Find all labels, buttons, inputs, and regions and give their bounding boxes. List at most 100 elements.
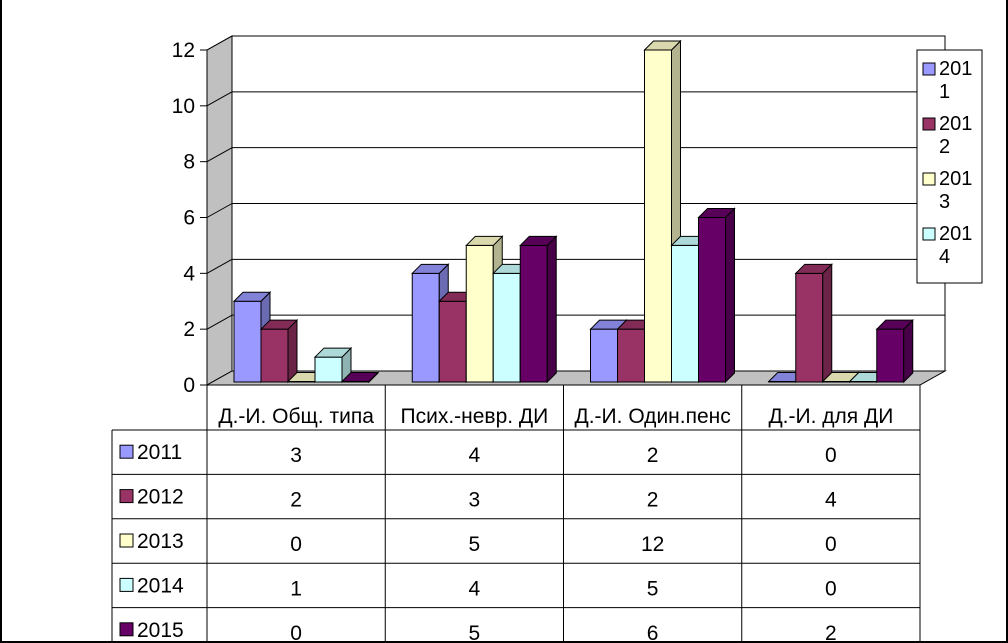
bar-top (697, 208, 736, 218)
table-cell: 5 (647, 577, 659, 600)
legend-entry: 201 (939, 58, 972, 80)
table-cell: 5 (469, 622, 481, 643)
bar-top (875, 319, 914, 330)
bar-front (795, 272, 824, 383)
table-cell: 0 (290, 622, 302, 643)
category-label: Псих.-невр. ДИ (401, 405, 549, 428)
table-cell: 12 (641, 533, 664, 556)
table-cell: 2 (647, 444, 659, 467)
bar-front (411, 272, 440, 383)
bar-front (876, 328, 905, 383)
gridline-side (206, 258, 233, 274)
bar-side (822, 263, 833, 384)
legend-entry: 3 (939, 191, 950, 213)
table-cell: 2 (825, 622, 837, 643)
table-cell: 6 (647, 622, 659, 643)
table-legend-key (119, 489, 134, 504)
bar-front (519, 244, 548, 383)
bar (697, 207, 736, 384)
bar-front (644, 49, 672, 383)
bars (232, 39, 914, 384)
table-cell: 2 (290, 489, 302, 512)
table-cell: 5 (469, 533, 481, 556)
table-legend-key (119, 444, 134, 459)
y-axis: 0 2 4 6 8 10 12 (172, 39, 208, 397)
bar-side (725, 207, 735, 384)
table-series-label: 2012 (137, 486, 184, 509)
legend-entry: 201 (939, 223, 972, 245)
bar-side (546, 235, 557, 384)
gridline-side (206, 314, 233, 330)
bar-top (313, 347, 353, 358)
bar (259, 318, 299, 384)
bar-top (340, 372, 380, 382)
legend-key (922, 62, 936, 76)
bar-top (465, 235, 504, 246)
table-series-label: 2013 (137, 530, 184, 553)
gridline-side (206, 91, 233, 107)
table-series-label: 2011 (137, 441, 182, 464)
gridlines (206, 35, 945, 330)
bar (340, 371, 380, 384)
bar (875, 318, 914, 384)
gridline-side (206, 35, 233, 51)
category-label: Д.-И. Один.пенс (575, 405, 731, 428)
bar-front (233, 300, 262, 383)
bar-front (590, 328, 618, 383)
bar (794, 263, 833, 384)
bar-front (260, 328, 289, 383)
category-label: Д.-И. для ДИ (768, 405, 893, 428)
y-tick-label: 6 (183, 207, 195, 230)
legend-key (922, 172, 936, 186)
data-table: Д.-И. Общ. типа Псих.-невр. ДИ Д.-И. Один.… (111, 385, 921, 643)
y-tick-label: 8 (183, 151, 195, 174)
bar-top (794, 263, 833, 274)
bar-front (671, 244, 699, 383)
table-cell: 3 (290, 444, 302, 467)
table-cell: 0 (825, 577, 837, 600)
bar-side (287, 318, 298, 384)
table-legend-key (119, 622, 134, 637)
table-cell: 3 (469, 489, 481, 512)
bar-top (259, 319, 299, 330)
gridline-side (206, 147, 233, 163)
table-cell: 4 (825, 489, 837, 512)
bar-side (903, 318, 914, 384)
bar-front (492, 272, 521, 383)
y-tick-label: 12 (172, 39, 195, 62)
table-cell: 0 (290, 533, 302, 556)
bar-top (411, 263, 450, 274)
bar (519, 235, 558, 384)
legend-key (922, 227, 936, 241)
y-tick-label: 0 (183, 374, 195, 397)
legend-entry: 201 (939, 168, 972, 190)
bar-front (465, 244, 494, 383)
legend-entry: 2 (939, 136, 950, 158)
table-series-label: 2015 (137, 619, 184, 642)
table-cell: 0 (825, 444, 837, 467)
table-cell: 4 (469, 444, 481, 467)
table-legend-key (119, 533, 134, 548)
table-legend-key (119, 577, 134, 592)
legend-entry: 1 (939, 81, 950, 103)
y-tick-label: 10 (172, 95, 195, 118)
bar-front (617, 328, 645, 383)
legend-entry: 201 (939, 113, 972, 135)
table-cell: 1 (290, 577, 302, 600)
bar-front (438, 300, 467, 383)
bar-top (232, 291, 272, 302)
chart-walls (205, 35, 947, 386)
bar-top (519, 235, 558, 246)
legend-entry: 4 (939, 246, 950, 268)
bar-front (698, 217, 726, 383)
y-tick-label: 4 (183, 262, 195, 285)
table-cell: 4 (469, 577, 481, 600)
legend-key (922, 117, 936, 131)
category-label: Д.-И. Общ. типа (218, 405, 374, 428)
bar-front (314, 356, 343, 383)
gridline-side (206, 203, 233, 218)
bar-top (643, 40, 682, 51)
